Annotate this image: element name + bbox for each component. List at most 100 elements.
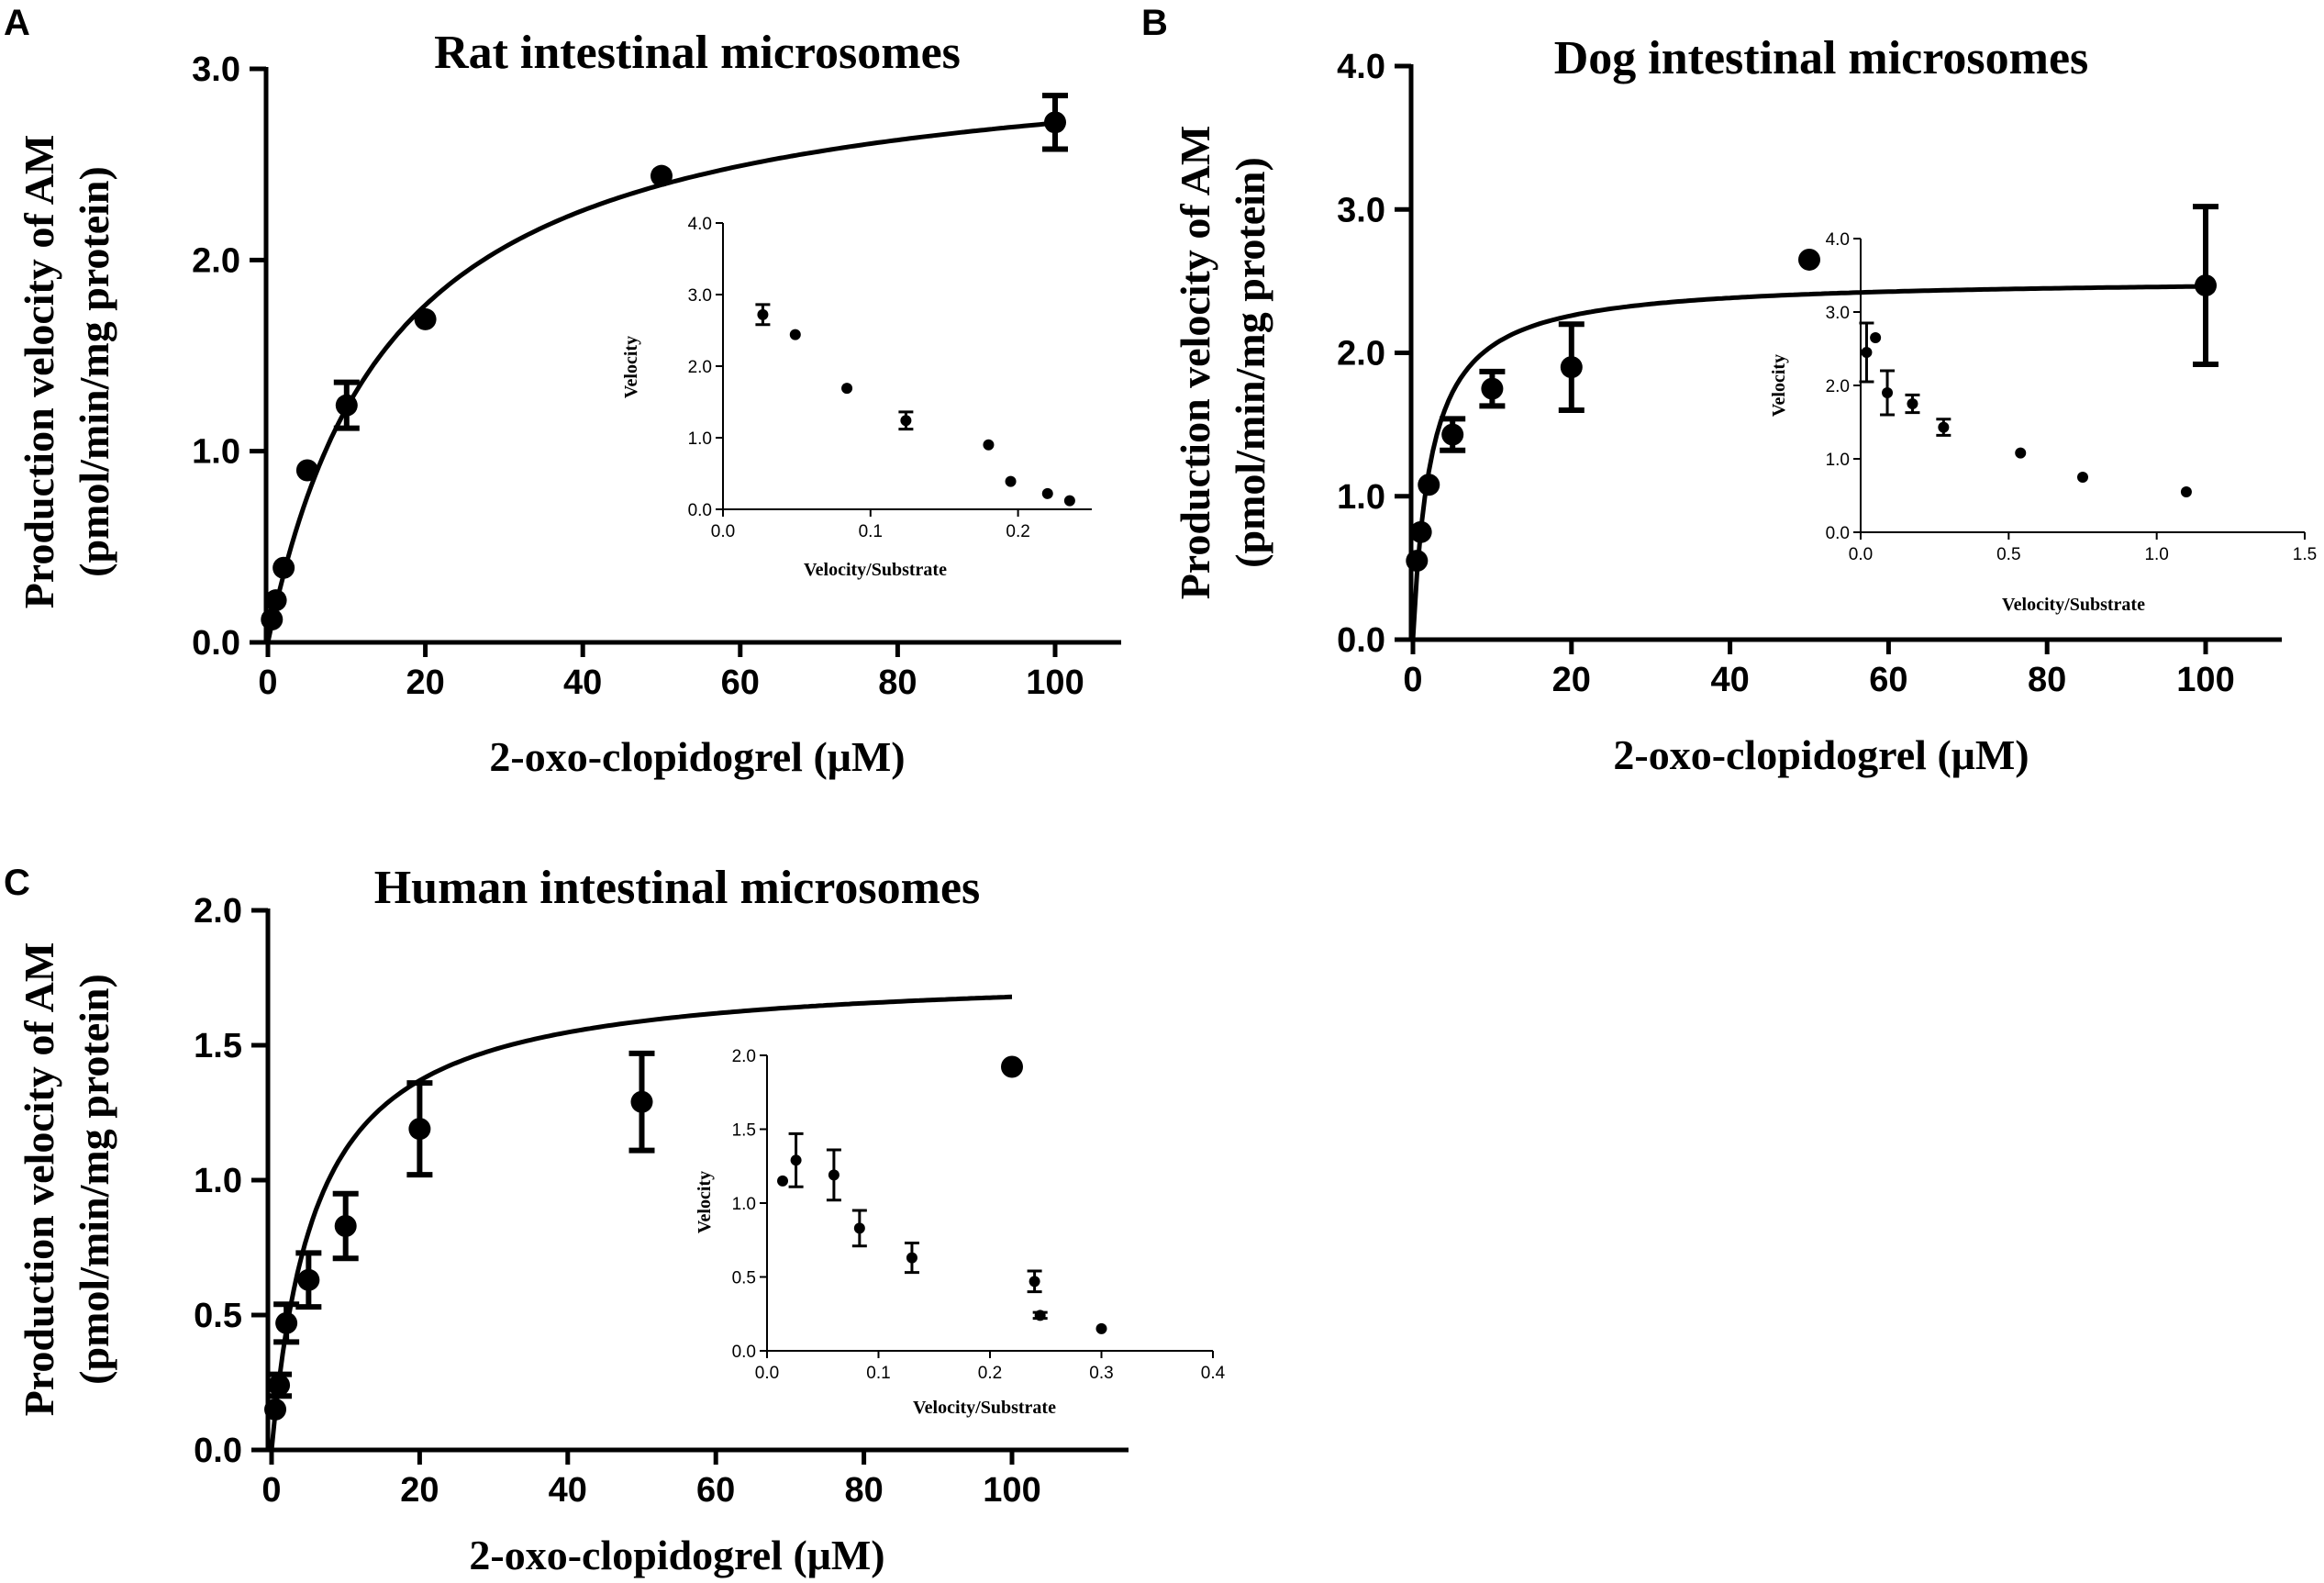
inset-y-axis-label: Velocity bbox=[1769, 354, 1789, 417]
y-tick-label: 4.0 bbox=[1337, 48, 1385, 86]
x-tick-label: 100 bbox=[983, 1471, 1040, 1510]
inset-data-point bbox=[2180, 486, 2192, 497]
x-axis-label: 2-oxo-clopidogrel (μM) bbox=[469, 1532, 884, 1578]
data-point bbox=[275, 1311, 298, 1334]
y-tick-label: 1.0 bbox=[1337, 478, 1385, 517]
inset-plot: Velocity Velocity/Substrate 0.0 0.5 1.0 1.5… bbox=[695, 1047, 1226, 1418]
y-axis-label-line2: (pmol/min/mg protein) bbox=[71, 974, 117, 1385]
x-tick-label: 20 bbox=[406, 663, 444, 702]
inset-y-axis-label: Velocity bbox=[621, 336, 641, 398]
x-tick-label: 60 bbox=[1869, 661, 1907, 699]
inset-x-tick-label: 1.5 bbox=[2293, 545, 2317, 564]
data-point bbox=[1001, 1055, 1023, 1078]
x-tick-label: 60 bbox=[696, 1471, 735, 1510]
x-tick-label: 40 bbox=[549, 1471, 587, 1510]
y-tick-label: 0.0 bbox=[194, 1432, 242, 1470]
data-point bbox=[272, 556, 295, 579]
y-tick-label: 1.0 bbox=[192, 433, 240, 472]
data-point bbox=[335, 394, 358, 417]
inset-y-axis-label: Velocity bbox=[695, 1171, 715, 1233]
inset-plot: Velocity Velocity/Substrate 0.0 1.0 2.0 3.0… bbox=[1769, 230, 2317, 615]
x-tick-label: 0 bbox=[258, 663, 277, 702]
x-axis-label: 2-oxo-clopidogrel (μM) bbox=[489, 733, 905, 780]
panel-label-a: A bbox=[4, 3, 30, 43]
x-tick-label: 80 bbox=[844, 1471, 883, 1510]
inset-x-axis-label: Velocity/Substrate bbox=[2002, 595, 2145, 615]
fit-curve bbox=[269, 994, 1013, 1451]
inset-data-point bbox=[1095, 1322, 1107, 1334]
panel-label-b: B bbox=[1141, 3, 1168, 43]
chart-title: Human intestinal microsomes bbox=[374, 862, 981, 914]
data-point bbox=[268, 1374, 291, 1397]
main-plot: 0.0 1.0 2.0 3.0 0 20 40 60 80 100 bbox=[192, 50, 1121, 702]
x-tick-label: 80 bbox=[2028, 661, 2066, 699]
inset-data-point bbox=[983, 439, 995, 451]
inset-x-tick-label: 0.3 bbox=[1089, 1364, 1113, 1383]
inset-x-tick-label: 1.0 bbox=[2144, 545, 2168, 564]
inset-x-tick-label: 0.0 bbox=[755, 1364, 779, 1383]
y-tick-label: 0.5 bbox=[194, 1297, 242, 1335]
inset-y-tick-label: 4.0 bbox=[1826, 230, 1850, 250]
data-point bbox=[2195, 274, 2217, 297]
inset-data-point bbox=[777, 1175, 789, 1187]
inset-data-point bbox=[1861, 347, 1873, 358]
x-tick-label: 100 bbox=[2176, 661, 2234, 699]
inset-y-tick-label: 0.0 bbox=[688, 501, 712, 520]
inset-y-tick-label: 2.0 bbox=[688, 358, 712, 377]
inset-y-tick-label: 1.0 bbox=[732, 1195, 756, 1214]
inset-y-tick-label: 0.5 bbox=[732, 1269, 756, 1288]
inset-data-point bbox=[757, 308, 769, 320]
panel-label-c: C bbox=[4, 863, 30, 903]
data-point bbox=[297, 1268, 320, 1291]
inset-x-axis-label: Velocity/Substrate bbox=[804, 560, 947, 580]
data-point bbox=[1798, 248, 1820, 271]
inset-y-tick-label: 4.0 bbox=[688, 215, 712, 234]
data-point bbox=[650, 164, 673, 187]
inset-data-point bbox=[789, 329, 801, 340]
x-tick-label: 40 bbox=[563, 663, 602, 702]
data-point bbox=[261, 608, 284, 630]
inset-data-point bbox=[828, 1169, 840, 1181]
inset-plot: Velocity Velocity/Substrate 0.0 1.0 2.0 3.0… bbox=[621, 215, 1092, 580]
inset-data-point bbox=[2077, 472, 2088, 483]
inset-data-point bbox=[1034, 1310, 1046, 1321]
inset-x-tick-label: 0.1 bbox=[859, 522, 883, 541]
data-point bbox=[1441, 423, 1464, 446]
inset-x-tick-label: 0.2 bbox=[978, 1364, 1002, 1383]
data-point bbox=[408, 1118, 431, 1141]
x-tick-label: 40 bbox=[1710, 661, 1749, 699]
inset-y-tick-label: 2.0 bbox=[1826, 377, 1850, 396]
inset-y-tick-label: 3.0 bbox=[1826, 304, 1850, 323]
inset-y-tick-label: 3.0 bbox=[688, 286, 712, 306]
chart-title: Dog intestinal microsomes bbox=[1554, 32, 2089, 84]
inset-data-point bbox=[900, 415, 912, 427]
y-axis-label-line1: Production velocity of AM bbox=[16, 942, 62, 1417]
x-tick-label: 60 bbox=[721, 663, 760, 702]
main-plot: 0.0 0.5 1.0 1.5 2.0 0 20 40 60 80 100 bbox=[194, 892, 1129, 1510]
inset-x-tick-label: 0.0 bbox=[711, 522, 735, 541]
main-plot: 0.0 1.0 2.0 3.0 4.0 0 20 40 60 80 100 bbox=[1337, 48, 2282, 699]
inset-y-tick-label: 0.0 bbox=[732, 1343, 756, 1362]
y-tick-label: 1.5 bbox=[194, 1027, 242, 1065]
inset-y-tick-label: 1.0 bbox=[1826, 451, 1850, 470]
data-point bbox=[264, 1398, 287, 1421]
x-tick-label: 0 bbox=[261, 1471, 281, 1510]
data-point bbox=[1044, 111, 1066, 134]
y-tick-label: 2.0 bbox=[1337, 335, 1385, 373]
inset-data-point bbox=[1041, 487, 1053, 499]
data-point bbox=[334, 1214, 357, 1237]
y-tick-label: 0.0 bbox=[192, 624, 240, 663]
x-tick-label: 20 bbox=[1552, 661, 1591, 699]
inset-data-point bbox=[906, 1252, 917, 1264]
chart-title: Rat intestinal microsomes bbox=[434, 27, 961, 79]
inset-data-point bbox=[1029, 1276, 1040, 1288]
y-axis-label-line1: Production velocity of AM bbox=[1172, 126, 1218, 600]
data-point bbox=[1406, 550, 1429, 573]
inset-y-tick-label: 1.0 bbox=[688, 429, 712, 449]
x-tick-label: 20 bbox=[400, 1471, 439, 1510]
inset-data-point bbox=[1870, 332, 1882, 343]
inset-data-point bbox=[841, 383, 853, 395]
inset-x-tick-label: 0.0 bbox=[1849, 545, 1873, 564]
x-tick-label: 0 bbox=[1403, 661, 1422, 699]
